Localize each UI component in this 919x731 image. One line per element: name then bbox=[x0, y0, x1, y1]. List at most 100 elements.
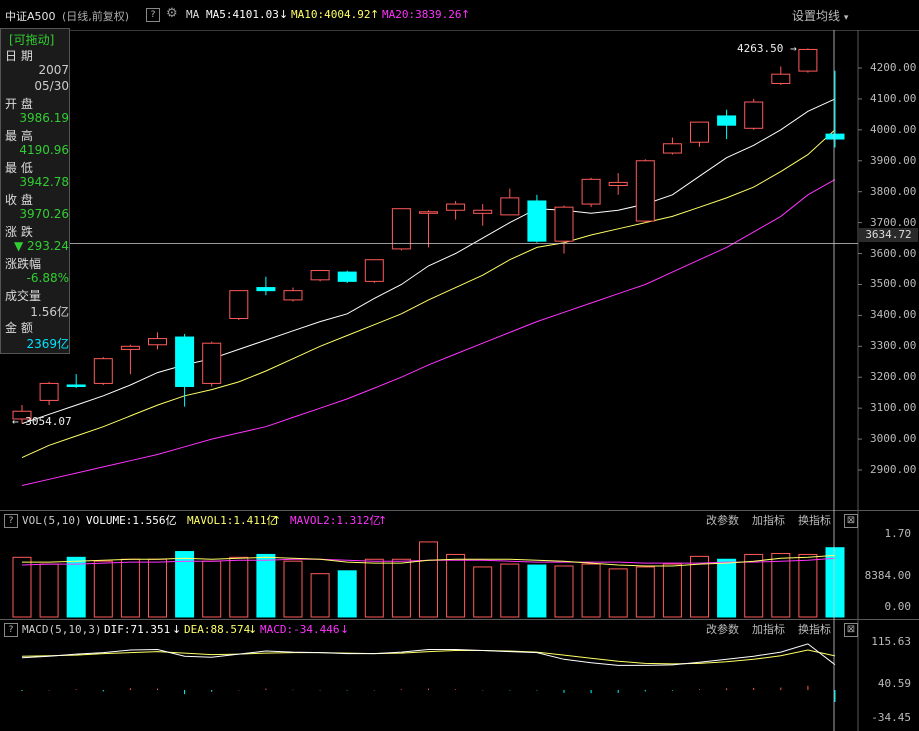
price-tick-label: 3800.00 bbox=[870, 184, 917, 198]
macd-title[interactable]: MACD(5,10,3) bbox=[22, 623, 102, 636]
volume-bar bbox=[229, 556, 249, 618]
volume-tick-label: 1.70 bbox=[884, 527, 912, 540]
candle-body bbox=[12, 410, 32, 420]
volume-bar bbox=[39, 563, 59, 618]
macd-arrow-icon: ↓ bbox=[340, 623, 350, 636]
volume-bar bbox=[771, 552, 791, 618]
volume-bar bbox=[635, 566, 655, 618]
date-month-day: 05/30 bbox=[34, 79, 69, 93]
candle-body bbox=[175, 336, 195, 388]
candle bbox=[283, 287, 303, 302]
mavol2-arrow-icon: ↑ bbox=[378, 514, 388, 527]
candle-body bbox=[419, 211, 438, 214]
candle-body bbox=[446, 203, 466, 211]
candle-body bbox=[256, 287, 276, 292]
switch-indicator-button[interactable]: 换指标 bbox=[798, 514, 831, 527]
gear-icon[interactable]: ⚙ bbox=[166, 6, 178, 21]
candle-body bbox=[202, 342, 222, 384]
close-value: 3970.26 bbox=[19, 207, 69, 221]
candle bbox=[39, 381, 59, 406]
price-tick-label: 3600.00 bbox=[870, 246, 917, 260]
price-tick-label: 4100.00 bbox=[870, 91, 917, 105]
macd-value: MACD:-34.446 bbox=[260, 623, 340, 636]
arrow-left-icon: ← bbox=[12, 415, 19, 428]
candle bbox=[66, 374, 86, 389]
change-value: ▼ 293.24 bbox=[13, 239, 69, 253]
ma5-line bbox=[21, 98, 836, 425]
candle bbox=[229, 290, 249, 321]
ma-label: MA bbox=[186, 8, 200, 21]
candle bbox=[798, 48, 818, 73]
close-icon[interactable]: ⊠ bbox=[844, 623, 858, 637]
index-name[interactable]: 中证A500 bbox=[5, 10, 56, 23]
candle-body bbox=[717, 115, 737, 126]
candle-body bbox=[500, 197, 520, 216]
close-icon[interactable]: ⊠ bbox=[844, 514, 858, 528]
candle-body bbox=[473, 209, 493, 214]
candle-body bbox=[744, 101, 764, 129]
candle-body bbox=[391, 208, 411, 250]
candle bbox=[175, 333, 195, 407]
crosshair-info-panel[interactable]: [可拖动] 日 期 2007 05/30 开 盘 3986.19 最 高 419… bbox=[0, 28, 70, 354]
volume-bar bbox=[256, 553, 276, 618]
volume-bar bbox=[391, 558, 411, 618]
candle bbox=[202, 341, 222, 387]
candle bbox=[12, 405, 32, 424]
volume-bar bbox=[12, 556, 32, 618]
price-tick-label: 3400.00 bbox=[870, 308, 917, 322]
high-label: 最 高 bbox=[5, 129, 33, 143]
add-indicator-button[interactable]: 加指标 bbox=[752, 514, 785, 527]
change-params-button[interactable]: 改参数 bbox=[706, 514, 739, 527]
ma10-line bbox=[21, 129, 836, 459]
dea-arrow-icon: ↓ bbox=[248, 623, 258, 636]
candle bbox=[581, 177, 601, 208]
volume-bar bbox=[446, 553, 466, 618]
dif-line bbox=[21, 643, 836, 666]
date-year: 2007 bbox=[38, 63, 69, 77]
open-value: 3986.19 bbox=[19, 111, 69, 125]
candle bbox=[717, 109, 737, 140]
ma-settings-button[interactable]: 设置均线 ▾ bbox=[792, 7, 848, 24]
cursor-price-label: 3634.72 bbox=[859, 228, 918, 242]
change-params-button[interactable]: 改参数 bbox=[706, 623, 739, 636]
ma20-line bbox=[21, 179, 836, 486]
volume-bar bbox=[798, 553, 818, 618]
candle-body bbox=[635, 160, 655, 222]
candle bbox=[446, 200, 466, 220]
macd-panel-header: ? MACD(5,10,3) DIF:71.351 ↓ DEA:88.574 ↓… bbox=[0, 621, 919, 639]
candle-body bbox=[690, 121, 709, 143]
candle-body bbox=[527, 200, 547, 242]
volume-bar bbox=[148, 558, 167, 618]
volume-bar bbox=[364, 558, 384, 618]
volume-bar bbox=[500, 563, 520, 618]
candle bbox=[608, 173, 628, 195]
ma-settings-label: 设置均线 bbox=[792, 9, 841, 23]
ma20-arrow-icon: ↑ bbox=[461, 8, 471, 21]
candle-body bbox=[148, 338, 167, 346]
volume-tick-label: 0.00 bbox=[884, 600, 912, 613]
candle-body bbox=[120, 345, 140, 350]
candle-body bbox=[608, 181, 628, 187]
volume-value: VOLUME:1.556亿 bbox=[86, 514, 177, 527]
candle bbox=[473, 204, 493, 226]
price-tick-label: 3900.00 bbox=[870, 153, 917, 167]
help-icon[interactable]: ? bbox=[4, 623, 18, 637]
candle bbox=[771, 66, 791, 86]
close-label: 收 盘 bbox=[5, 193, 33, 207]
price-tick-label: 3300.00 bbox=[870, 339, 917, 353]
help-icon[interactable]: ? bbox=[4, 514, 18, 528]
adjust-mode[interactable]: (日线,前复权) bbox=[62, 10, 130, 23]
ma10-arrow-icon: ↑ bbox=[370, 8, 380, 21]
candle-body bbox=[825, 133, 845, 140]
vol-title[interactable]: VOL(5,10) bbox=[22, 514, 82, 527]
volume-bar bbox=[202, 560, 222, 618]
switch-indicator-button[interactable]: 换指标 bbox=[798, 623, 831, 636]
help-icon[interactable]: ? bbox=[146, 8, 160, 22]
dea-line bbox=[21, 649, 836, 665]
draggable-tag[interactable]: [可拖动] bbox=[9, 33, 55, 47]
price-tick-label: 3700.00 bbox=[870, 215, 917, 229]
candle-body bbox=[229, 290, 249, 319]
volume-tick-label: 8384.00 bbox=[864, 569, 911, 582]
add-indicator-button[interactable]: 加指标 bbox=[752, 623, 785, 636]
